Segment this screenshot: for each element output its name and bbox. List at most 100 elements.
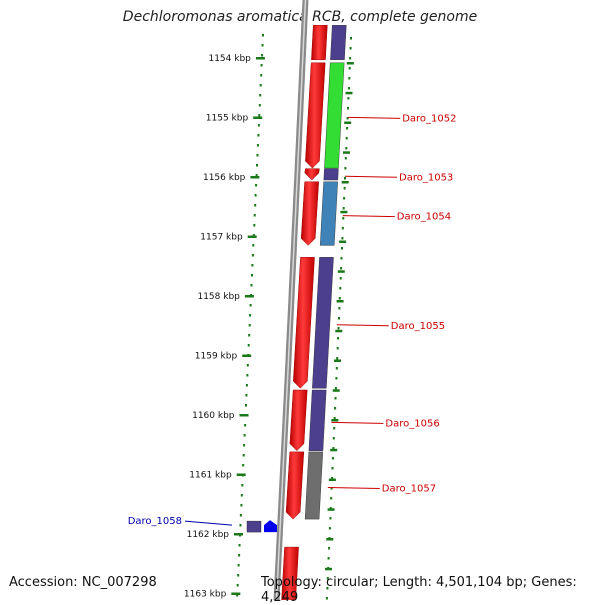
kbp-tick-label: 1160 kbp	[192, 411, 235, 421]
gc-dot	[251, 254, 254, 257]
gc-dot	[255, 174, 258, 177]
forward-gene-arrow	[304, 168, 320, 181]
gc-dot	[254, 194, 257, 197]
gc-dot	[346, 117, 349, 120]
gc-dot	[330, 487, 333, 490]
minor-tick	[340, 210, 348, 214]
gene-label[interactable]: Daro_1057	[382, 484, 436, 495]
kbp-tick-label: 1162 kbp	[187, 530, 230, 540]
gc-dot-track-layer	[236, 34, 354, 600]
minor-tick	[343, 151, 350, 154]
accession-text: Accession: NC_007298	[9, 575, 157, 590]
gene-label[interactable]: Daro_1053	[399, 172, 453, 183]
forward-gene-arrow	[311, 25, 328, 61]
gc-dot	[256, 154, 259, 157]
forward-gene-arrow	[281, 546, 299, 600]
gc-dot	[249, 314, 252, 317]
gc-dot	[348, 77, 351, 80]
gc-dot	[259, 84, 262, 87]
kbp-tick	[234, 533, 243, 536]
gc-dot	[338, 317, 340, 320]
gc-dot	[329, 517, 332, 520]
topology-text: Topology: circular; Length: 4,501,104 bp…	[261, 575, 577, 605]
gene-label[interactable]: Daro_1056	[385, 418, 439, 429]
gc-dot	[325, 597, 328, 600]
cog-bar	[323, 168, 339, 181]
gc-dot	[331, 467, 334, 470]
map-title: Dechloromonas aromatica RCB, complete ge…	[122, 9, 478, 25]
gc-dot	[257, 124, 260, 127]
gc-dot	[349, 47, 352, 50]
gc-dot	[240, 504, 243, 507]
minor-tick	[334, 359, 341, 362]
gc-dot	[334, 407, 337, 410]
forward-gene-arrow	[293, 257, 315, 389]
kbp-tick	[244, 295, 254, 298]
gc-dot	[238, 544, 241, 547]
gene-leader-line	[184, 520, 233, 526]
gc-dot	[259, 94, 262, 97]
reverse-cog-bar	[246, 520, 262, 533]
forward-gene-arrow	[285, 451, 305, 520]
gc-dot	[346, 127, 349, 130]
gc-dot	[254, 204, 257, 207]
gc-dot	[236, 584, 239, 587]
gc-dot	[242, 464, 245, 467]
kbp-tick-label: 1163 kbp	[184, 590, 227, 600]
gc-dot	[337, 327, 340, 330]
gc-dot	[243, 444, 246, 447]
kbp-tick-label: 1156 kbp	[203, 173, 246, 183]
gene-label[interactable]: Daro_1052	[402, 113, 456, 124]
gc-dot	[347, 107, 349, 110]
gc-dot	[248, 324, 251, 327]
gc-dot	[236, 594, 239, 597]
gc-dot	[260, 64, 263, 67]
gc-dot	[328, 527, 331, 530]
cog-bar	[308, 389, 327, 451]
gc-dot	[336, 357, 339, 360]
gene-leader-line	[342, 215, 395, 218]
gc-dot	[237, 574, 240, 577]
gc-dot	[241, 484, 244, 487]
gc-dot	[339, 277, 342, 280]
gene-label[interactable]: Daro_1055	[391, 321, 445, 332]
minor-tick	[325, 567, 332, 571]
minor-tick	[332, 389, 340, 392]
minor-tick	[346, 62, 354, 65]
gc-dot	[245, 404, 247, 407]
gc-dot	[261, 54, 264, 57]
gene-label[interactable]: Daro_1054	[397, 212, 451, 223]
gc-dot	[250, 284, 253, 287]
gc-dot	[253, 214, 256, 217]
cog-bar	[312, 257, 334, 389]
gc-dot	[336, 347, 339, 350]
gc-dot	[245, 384, 248, 387]
gc-dot	[244, 424, 247, 427]
gc-dot	[331, 477, 334, 480]
gene-label[interactable]: Daro_1058	[128, 516, 182, 527]
kbp-tick	[231, 592, 241, 595]
gc-dot	[252, 234, 255, 237]
kbp-tick-label: 1157 kbp	[200, 233, 243, 243]
gc-dot	[249, 304, 252, 307]
gc-dot	[261, 44, 264, 47]
minor-tick	[326, 538, 334, 541]
gc-dot	[328, 547, 331, 550]
tick-layer: 1154 kbp 1155 kbp 1156 kbp 1157 kbp 1158 kbp…	[184, 54, 265, 600]
gc-dot	[239, 524, 242, 527]
gene-leader-line	[336, 324, 389, 327]
gc-dot	[248, 334, 251, 337]
gc-dot	[342, 207, 345, 210]
gc-dot	[344, 177, 346, 180]
label-layer: Daro_1052 Daro_1053 Daro_1054 Daro_1055 Daro…	[128, 113, 457, 527]
gc-dot	[343, 187, 346, 190]
reverse-gene-arrow	[264, 520, 277, 533]
gc-dot	[334, 387, 337, 390]
gene-leader-line	[344, 175, 398, 178]
gc-dot	[256, 164, 258, 167]
gc-dot	[333, 417, 336, 420]
gc-dot	[251, 274, 253, 277]
gc-dot	[327, 557, 330, 560]
cog-bar	[324, 62, 345, 169]
